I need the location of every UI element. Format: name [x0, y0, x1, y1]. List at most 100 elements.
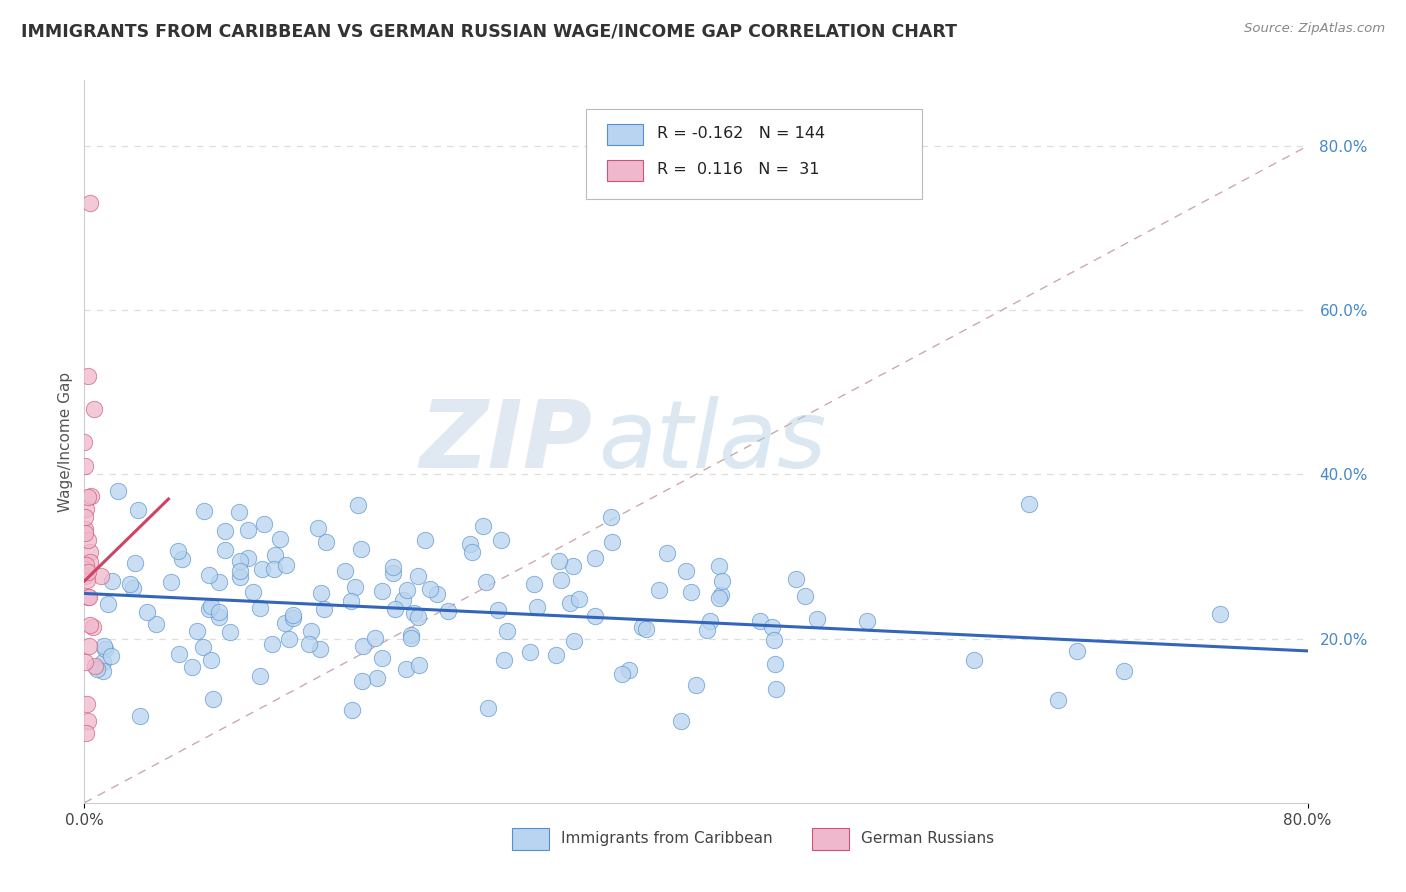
Point	[167, 647, 190, 661]
Point	[1209, 607, 1232, 621]
Point	[406, 569, 429, 583]
Point	[477, 700, 499, 714]
Point	[1066, 644, 1088, 658]
Point	[352, 673, 374, 688]
Point	[855, 614, 877, 628]
Point	[93, 639, 115, 653]
Point	[75, 510, 97, 524]
Point	[249, 601, 271, 615]
Point	[76, 698, 98, 712]
Point	[80, 489, 103, 503]
Point	[1112, 665, 1135, 679]
Point	[186, 624, 208, 639]
Point	[696, 624, 718, 638]
Point	[1018, 497, 1040, 511]
Point	[79, 617, 101, 632]
Point	[419, 582, 441, 597]
Point	[309, 641, 332, 656]
Point	[436, 604, 458, 618]
Point	[122, 581, 145, 595]
Point	[181, 660, 204, 674]
Point	[202, 692, 225, 706]
Point	[364, 631, 387, 645]
Point	[269, 532, 291, 546]
Point	[671, 714, 693, 729]
Point	[299, 624, 322, 638]
Point	[278, 632, 301, 646]
Point	[83, 401, 105, 416]
Point	[548, 554, 571, 568]
Point	[75, 655, 97, 669]
Point	[77, 533, 100, 547]
Point	[395, 582, 418, 597]
Text: German Russians: German Russians	[860, 831, 994, 847]
Point	[401, 628, 423, 642]
Point	[214, 543, 236, 558]
Point	[675, 564, 697, 578]
Point	[495, 624, 517, 639]
Point	[307, 521, 329, 535]
Point	[561, 559, 583, 574]
Point	[82, 620, 104, 634]
Point	[77, 590, 100, 604]
Point	[91, 655, 114, 669]
Text: Immigrants from Caribbean: Immigrants from Caribbean	[561, 831, 773, 847]
Point	[253, 517, 276, 532]
Point	[198, 602, 221, 616]
FancyBboxPatch shape	[586, 109, 922, 200]
Point	[475, 574, 498, 589]
Point	[229, 570, 252, 584]
Point	[100, 648, 122, 663]
Point	[523, 577, 546, 591]
Point	[128, 709, 150, 723]
Point	[242, 585, 264, 599]
Point	[75, 459, 97, 474]
Point	[214, 524, 236, 538]
Point	[619, 663, 641, 677]
Point	[519, 645, 541, 659]
Point	[406, 610, 429, 624]
Point	[124, 556, 146, 570]
Point	[208, 610, 231, 624]
Point	[335, 564, 357, 578]
Point	[263, 548, 285, 562]
Point	[236, 524, 259, 538]
Point	[785, 572, 807, 586]
Point	[352, 640, 374, 654]
Point	[681, 585, 703, 599]
Point	[562, 634, 585, 648]
Point	[208, 606, 231, 620]
Point	[710, 588, 733, 602]
Point	[340, 593, 363, 607]
Point	[73, 522, 96, 536]
Point	[761, 620, 783, 634]
Point	[97, 597, 120, 611]
Point	[711, 574, 734, 588]
Point	[636, 623, 658, 637]
Point	[707, 559, 730, 574]
Point	[274, 615, 297, 630]
Point	[655, 546, 678, 560]
Point	[391, 592, 413, 607]
Point	[1047, 693, 1070, 707]
Point	[219, 624, 242, 639]
Point	[599, 509, 621, 524]
Point	[806, 612, 828, 626]
Point	[426, 587, 449, 601]
Point	[631, 620, 654, 634]
Point	[344, 580, 367, 594]
Point	[763, 633, 786, 648]
Point	[458, 537, 481, 551]
Text: ZIP: ZIP	[419, 395, 592, 488]
Point	[472, 519, 495, 533]
Point	[145, 616, 167, 631]
Point	[79, 545, 101, 559]
Point	[460, 544, 482, 558]
Point	[648, 582, 671, 597]
Point	[748, 614, 770, 628]
Point	[486, 602, 509, 616]
Point	[263, 562, 285, 576]
Point	[346, 498, 368, 512]
Point	[315, 535, 337, 549]
Point	[408, 658, 430, 673]
